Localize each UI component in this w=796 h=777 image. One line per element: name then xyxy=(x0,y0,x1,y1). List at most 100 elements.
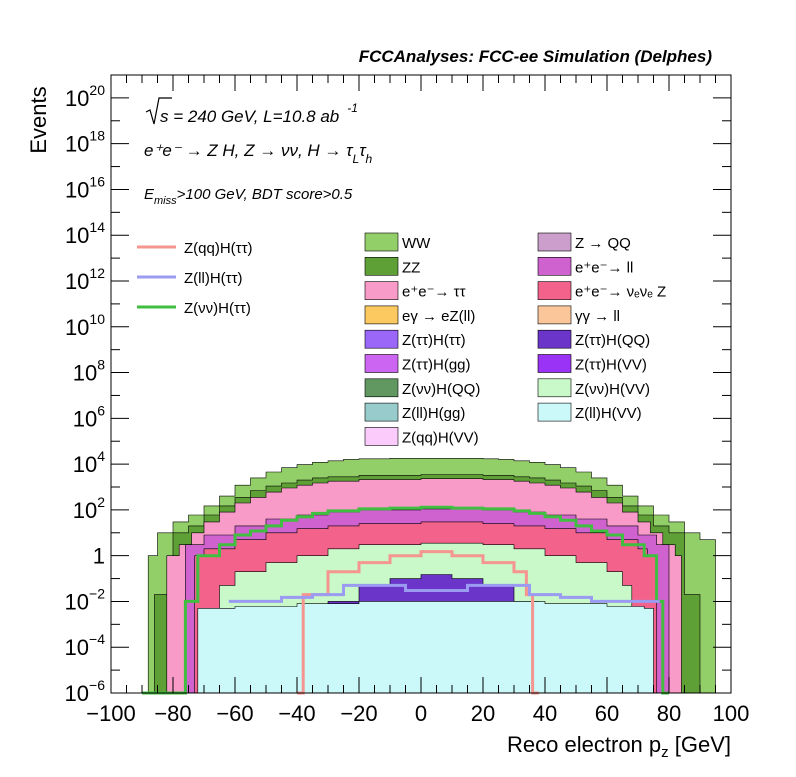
background-legend: WW Z → QQ ZZ e⁺e⁻→ ll e⁺e⁻→ ττ e⁺e⁻→ νₑνₑ Z eγ… xyxy=(364,232,666,446)
bkg-legend-swatch-16 xyxy=(364,427,399,446)
bkg-legend-swatch-2 xyxy=(364,256,399,276)
y-tick-base: 10 xyxy=(65,177,89,202)
bkg-legend-label-6: eγ → eZ(ll) xyxy=(402,308,475,325)
x-tick-label-6: 20 xyxy=(471,701,495,726)
y-tick-label-7: 108 xyxy=(73,357,105,386)
energy-rest: = 240 GeV, L=10.8 ab xyxy=(169,107,340,126)
annotation-process: e⁺e⁻ → Z H, Z → νν, H → τLτh xyxy=(144,141,373,166)
lumi-exponent: -1 xyxy=(347,101,358,115)
x-tick-label-5: 0 xyxy=(415,701,427,726)
bkg-legend-label-15: Z(ll)H(VV) xyxy=(575,405,642,422)
bkg-legend-label-14: Z(ll)H(gg) xyxy=(402,405,465,422)
signal-legend: Z(qq)H(ττ) Z(ll)H(ττ) Z(νν)H(ττ) xyxy=(137,240,253,317)
y-tick-base: 10 xyxy=(65,223,89,248)
annotation-cuts: Emiss>100 GeV, BDT score>0.5 xyxy=(144,186,353,207)
bkg-legend-swatch-4 xyxy=(364,281,399,300)
bkg-legend-swatch-7 xyxy=(537,305,572,325)
bkg-legend-label-13: Z(νν)H(VV) xyxy=(575,381,650,398)
y-tick-label-10: 1014 xyxy=(65,219,105,248)
y-tick-label-5: 104 xyxy=(73,448,105,477)
y-tick-base: 10 xyxy=(73,406,97,431)
cut-sub: miss xyxy=(154,195,177,207)
bkg-legend-swatch-6 xyxy=(364,305,399,325)
y-tick-exp: 10 xyxy=(89,311,105,327)
x-axis-label-unit: [GeV] xyxy=(669,732,731,757)
bkg-legend-swatch-5 xyxy=(537,281,572,300)
bkg-legend-swatch-3 xyxy=(537,256,572,276)
bkg-legend-label-4: e⁺e⁻→ ττ xyxy=(402,284,466,301)
sqrt-symbol xyxy=(145,97,172,125)
x-axis-label: Reco electron pz [GeV] xyxy=(507,732,731,761)
bkg-legend-label-10: Z(ττ)H(gg) xyxy=(402,357,471,374)
x-tick-label-1: −80 xyxy=(154,701,191,726)
y-tick-label-9: 1012 xyxy=(65,265,105,294)
x-axis-label-main: Reco electron p xyxy=(507,732,661,757)
y-tick-base: 10 xyxy=(65,132,89,157)
axis-ticks: −100 −80 −60 −40 −20 0 20 40 60 80 10010−610−410−2… xyxy=(65,74,750,726)
x-axis-label-sub: z xyxy=(661,744,669,761)
x-tick-label-2: −60 xyxy=(216,701,253,726)
y-tick-exp: 18 xyxy=(89,128,105,144)
plot-area: −100 −80 −60 −40 −20 0 20 40 60 80 10010−610−410−2… xyxy=(65,74,750,726)
y-tick-base: 10 xyxy=(65,635,89,660)
process-sub-h: h xyxy=(366,152,373,166)
bkg-legend-swatch-10 xyxy=(364,354,399,373)
energy-text: s = 240 GeV, L=10.8 ab -1 xyxy=(160,101,358,126)
x-tick-label-0: −100 xyxy=(86,701,136,726)
process-main: e⁺e⁻ → Z H, Z → νν, H → τ xyxy=(144,141,354,160)
y-tick-exp: 4 xyxy=(97,448,105,464)
x-tick-label-3: −40 xyxy=(278,701,315,726)
y-tick-base: 10 xyxy=(65,315,89,340)
y-tick-exp: −6 xyxy=(89,677,105,693)
bkg-legend-label-12: Z(νν)H(QQ) xyxy=(402,381,480,398)
y-tick-base: 1 xyxy=(93,544,105,569)
process-tau: τ xyxy=(359,141,367,160)
bkg-legend-label-7: γγ → ll xyxy=(575,308,620,325)
y-tick-exp: 6 xyxy=(97,402,105,418)
y-tick-base: 10 xyxy=(73,361,97,386)
signal-legend-label-1: Z(ll)H(ττ) xyxy=(184,270,243,287)
bkg-legend-swatch-8 xyxy=(364,329,399,349)
bkg-legend-label-3: e⁺e⁻→ ll xyxy=(575,259,633,276)
y-tick-exp: 8 xyxy=(97,357,105,373)
signal-line-0 xyxy=(142,505,669,695)
y-tick-label-2: 10−2 xyxy=(65,585,106,614)
y-tick-base: 10 xyxy=(65,86,89,111)
chart-header: FCCAnalyses: FCC-ee Simulation (Delphes) xyxy=(359,47,713,66)
y-tick-label-0: 10−6 xyxy=(65,677,106,706)
bkg-legend-swatch-14 xyxy=(364,402,399,422)
bkg-legend-label-0: WW xyxy=(402,235,431,252)
bkg-legend-swatch-13 xyxy=(537,378,572,398)
y-axis-label: Events xyxy=(26,86,51,153)
y-tick-exp: −2 xyxy=(89,585,105,601)
signal-lines xyxy=(142,505,669,695)
bkg-legend-swatch-9 xyxy=(537,329,572,349)
y-tick-label-11: 1016 xyxy=(65,173,105,202)
annotation-energy: s = 240 GeV, L=10.8 ab -1 xyxy=(145,97,358,126)
signal-line-1 xyxy=(297,550,539,695)
bkg-legend-swatch-1 xyxy=(537,232,572,252)
bkg-legend-swatch-12 xyxy=(364,378,399,398)
y-tick-exp: 14 xyxy=(89,219,105,235)
bkg-legend-label-2: ZZ xyxy=(402,259,420,276)
cut-e: E xyxy=(144,186,155,203)
x-tick-label-8: 60 xyxy=(595,701,619,726)
x-tick-label-10: 100 xyxy=(713,701,750,726)
cut-rest: >100 GeV, BDT score>0.5 xyxy=(177,186,353,203)
energy-s: s xyxy=(160,107,169,126)
bkg-legend-label-8: Z(ττ)H(ττ) xyxy=(402,332,466,349)
y-tick-label-1: 10−4 xyxy=(65,631,106,660)
y-tick-exp: 20 xyxy=(89,82,105,98)
bkg-legend-swatch-11 xyxy=(537,354,572,373)
bkg-legend-label-11: Z(ττ)H(VV) xyxy=(575,357,647,374)
signal-legend-label-2: Z(νν)H(ττ) xyxy=(184,300,251,317)
y-tick-label-4: 102 xyxy=(73,494,105,523)
bkg-legend-swatch-0 xyxy=(364,232,399,252)
y-tick-label-12: 1018 xyxy=(65,128,105,157)
y-tick-base: 10 xyxy=(73,452,97,477)
y-tick-label-3: 1 xyxy=(93,544,105,569)
bkg-legend-label-16: Z(qq)H(VV) xyxy=(402,429,479,446)
signal-line-2 xyxy=(228,583,660,603)
x-tick-label-4: −20 xyxy=(340,701,377,726)
